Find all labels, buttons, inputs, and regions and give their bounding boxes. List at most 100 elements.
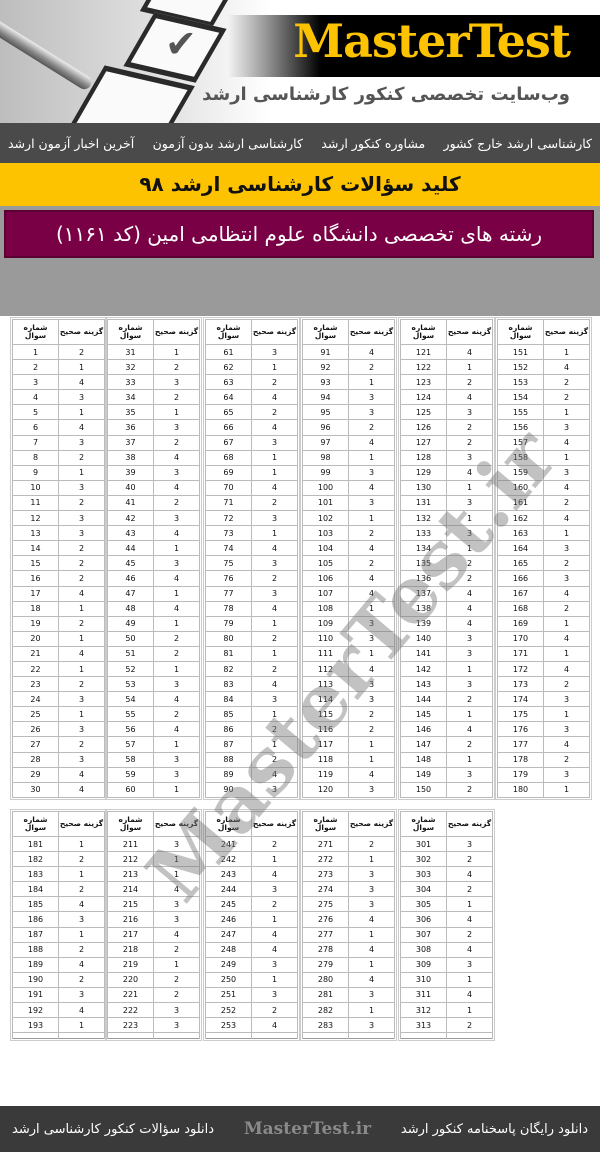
question-number-cell: 159 — [497, 464, 544, 481]
table-row: 271 2 — [302, 835, 395, 853]
question-number-cell: 84 — [205, 691, 252, 708]
correct-answer-cell: 1 — [58, 600, 105, 617]
nav-item-no-exam[interactable]: کارشناسی ارشد بدون آزمون — [152, 135, 303, 151]
question-number-cell: 146 — [400, 721, 447, 738]
table-row: 162 4 — [497, 510, 590, 527]
correct-answer-cell: 3 — [153, 374, 200, 391]
table-header-row: شماره سوال گزینه صحیح — [205, 811, 298, 837]
question-number-cell: 173 — [497, 676, 544, 693]
correct-answer-cell: 4 — [446, 986, 493, 1004]
table-row: 10 3 — [12, 479, 105, 496]
question-number-cell: 12 — [12, 510, 59, 527]
correct-answer-cell: 2 — [58, 555, 105, 572]
table-row: 95 3 — [302, 404, 395, 421]
nav-item-consulting[interactable]: مشاوره کنکور ارشد — [321, 135, 426, 151]
table-row: 183 1 — [12, 866, 105, 883]
correct-answer-cell: 2 — [153, 971, 200, 988]
table-row: 61 3 — [205, 343, 298, 361]
nav-item-abroad[interactable]: کارشناسی ارشد خارج کشور — [443, 135, 592, 151]
site-logo[interactable]: MasterTest — [293, 14, 571, 68]
question-number-cell: 303 — [400, 866, 447, 883]
table-row: 248 4 — [205, 941, 298, 958]
table-row: 214 4 — [107, 881, 200, 898]
page-title: کلید سؤالات کارشناسی ارشد ۹۸ — [0, 163, 600, 206]
correct-answer-cell: 1 — [58, 866, 105, 883]
correct-answer-cell: 4 — [543, 479, 590, 496]
correct-answer-cell: 4 — [251, 1017, 298, 1034]
empty-cell — [348, 1032, 395, 1039]
question-number-cell: 129 — [400, 464, 447, 481]
correct-answer-cell: 4 — [348, 585, 395, 602]
question-number-cell: 32 — [107, 359, 154, 376]
table-row: 148 1 — [400, 751, 493, 768]
table-row: 134 1 — [400, 540, 493, 557]
question-number-cell: 250 — [205, 971, 252, 988]
correct-answer-cell: 3 — [58, 986, 105, 1004]
question-number-cell: 101 — [302, 494, 349, 512]
question-number-cell: 103 — [302, 525, 349, 542]
table-row: 69 1 — [205, 464, 298, 481]
correct-answer-cell: 2 — [58, 615, 105, 632]
table-row: 73 1 — [205, 525, 298, 542]
footer-link-questions[interactable]: دانلود سؤالات کنکور کارشناسی ارشد — [12, 1121, 215, 1137]
correct-answer-cell: 4 — [58, 374, 105, 391]
question-number-cell: 27 — [12, 736, 59, 753]
question-number-cell: 59 — [107, 766, 154, 783]
question-number-cell: 243 — [205, 866, 252, 883]
correct-answer-cell: 1 — [348, 449, 395, 466]
table-row: 141 3 — [400, 645, 493, 662]
table-row: 276 4 — [302, 911, 395, 928]
table-row: 55 2 — [107, 706, 200, 723]
question-number-cell: 102 — [302, 510, 349, 527]
correct-answer-cell: 1 — [251, 706, 298, 723]
table-row: 16 2 — [12, 570, 105, 587]
question-number-cell: 58 — [107, 751, 154, 768]
table-row: 83 4 — [205, 676, 298, 693]
question-number-cell: 7 — [12, 434, 59, 451]
correct-answer-cell: 2 — [446, 374, 493, 391]
answer-table: شماره سوال گزینه صحیح 121 4 122 1 123 2 124 4 125 3… — [398, 317, 495, 800]
question-number-cell: 39 — [107, 464, 154, 481]
checkmark-icon: ✔ — [165, 22, 197, 66]
correct-answer-cell: 4 — [251, 941, 298, 958]
table-row: 78 4 — [205, 600, 298, 617]
question-number-cell: 87 — [205, 736, 252, 753]
question-number-cell: 30 — [12, 781, 59, 798]
correct-answer-cell: 4 — [251, 419, 298, 436]
question-number-cell: 22 — [12, 660, 59, 678]
correct-answer-cell: 4 — [446, 866, 493, 883]
question-number-cell: 311 — [400, 986, 447, 1004]
correct-answer-cell: 1 — [348, 645, 395, 662]
table-header-row: شماره سوال گزینه صحیح — [107, 319, 200, 345]
table-row: 105 2 — [302, 555, 395, 572]
correct-answer-cell: 4 — [446, 615, 493, 632]
correct-answer-cell: 1 — [153, 736, 200, 753]
footer-site-name[interactable]: MasterTest.ir — [243, 1119, 372, 1139]
correct-answer-cell: 1 — [251, 851, 298, 868]
question-number-cell: 165 — [497, 555, 544, 572]
question-number-cell: 166 — [497, 570, 544, 587]
table-row: 127 2 — [400, 434, 493, 451]
question-number-cell: 277 — [302, 926, 349, 943]
correct-answer-cell: 1 — [153, 404, 200, 421]
question-number-cell: 215 — [107, 896, 154, 913]
correct-answer-cell: 4 — [153, 449, 200, 466]
correct-answer-cell: 3 — [153, 419, 200, 436]
table-row: 245 2 — [205, 896, 298, 913]
correct-answer-cell: 2 — [446, 555, 493, 572]
table-row: 138 4 — [400, 600, 493, 617]
nav-item-news[interactable]: آخرین اخبار آزمون ارشد — [8, 135, 135, 151]
table-row: 275 3 — [302, 896, 395, 913]
correct-answer-cell: 1 — [251, 645, 298, 662]
correct-answer-cell: 3 — [543, 721, 590, 738]
table-row: 152 4 — [497, 359, 590, 376]
table-row: 171 1 — [497, 645, 590, 662]
question-number-cell: 4 — [12, 389, 59, 406]
question-number-cell: 9 — [12, 464, 59, 481]
question-number-cell: 18 — [12, 600, 59, 617]
table-header-row: شماره سوال گزینه صحیح — [302, 319, 395, 345]
table-row: 218 2 — [107, 941, 200, 958]
footer-link-answers[interactable]: دانلود رایگان پاسخنامه کنکور ارشد — [400, 1121, 588, 1137]
question-number-cell: 220 — [107, 971, 154, 988]
table-row: 52 1 — [107, 660, 200, 678]
